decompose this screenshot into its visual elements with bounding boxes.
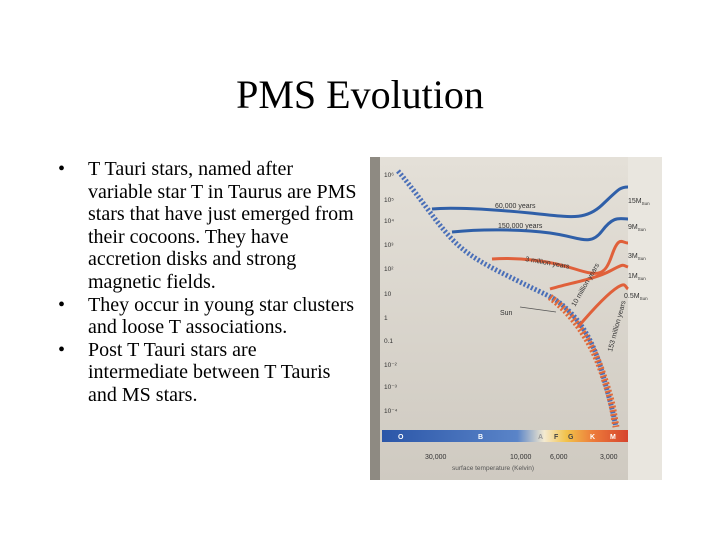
left-edge	[370, 157, 380, 480]
x-tick: 3,000	[600, 454, 618, 461]
spectral-class: M	[610, 434, 616, 441]
mass-label: 3MSun	[628, 253, 646, 261]
x-tick: 6,000	[550, 454, 568, 461]
x-axis-label: surface temperature (Kelvin)	[452, 465, 534, 472]
track-15msun	[431, 185, 629, 219]
spectral-class: F	[554, 434, 559, 441]
bullet-text: T Tauri stars, named after variable star…	[88, 158, 357, 293]
spectral-class: K	[590, 434, 595, 441]
bullet-item: • Post T Tauri stars are intermediate be…	[58, 339, 358, 407]
x-axis-ticks: 30,000 10,000 6,000 3,000	[425, 454, 618, 461]
track-mass-labels: 15MSun 9MSun 3MSun 1MSun 0.5MSun	[624, 198, 650, 301]
y-tick: 10⁻⁴	[384, 408, 398, 415]
slide-title: PMS Evolution	[236, 72, 484, 117]
y-tick: 0.1	[384, 338, 393, 345]
track-05msun	[576, 283, 629, 328]
bullet-dot: •	[58, 158, 66, 180]
main-sequence-lower	[547, 294, 620, 428]
main-sequence-band	[396, 169, 619, 428]
time-label: 150,000 years	[498, 223, 543, 230]
track-3msun	[491, 240, 629, 275]
y-tick: 10²	[384, 266, 394, 273]
spectral-class: G	[568, 434, 574, 441]
spectral-class: O	[398, 434, 404, 441]
bullet-item: • They occur in young star clusters and …	[58, 294, 358, 339]
hr-diagram-figure: 10⁶ 10⁵ 10⁴ 10³ 10² 10 1 0.1 10⁻² 10⁻³ 1…	[370, 157, 662, 480]
x-tick: 10,000	[510, 454, 532, 461]
track-9msun	[451, 217, 629, 242]
mass-label: 9MSun	[628, 224, 646, 232]
bullet-item: • T Tauri stars, named after variable st…	[58, 158, 358, 294]
y-tick: 10³	[384, 242, 394, 249]
right-margin	[628, 157, 662, 480]
y-tick: 1	[384, 315, 388, 322]
bullet-dot: •	[58, 293, 66, 316]
sun-label: Sun	[500, 310, 513, 317]
spectral-class-labels: O B A F G K M	[398, 434, 616, 441]
mass-label: 1MSun	[628, 273, 646, 281]
mass-label: 0.5MSun	[624, 293, 648, 301]
time-label: 60,000 years	[495, 203, 536, 210]
y-tick: 10⁴	[384, 218, 394, 225]
mass-label: 15MSun	[628, 198, 650, 206]
spectral-class: B	[478, 434, 483, 441]
spectral-class-bar	[382, 430, 628, 442]
y-tick: 10⁵	[384, 197, 394, 204]
track-1msun	[549, 263, 629, 291]
y-tick: 10	[384, 291, 392, 298]
bullet-text: Post T Tauri stars are intermediate betw…	[88, 338, 331, 406]
spectral-class: A	[538, 434, 543, 441]
y-tick: 10⁻³	[384, 384, 398, 391]
sun-pointer	[519, 306, 557, 313]
bullet-list: • T Tauri stars, named after variable st…	[58, 158, 358, 407]
hr-diagram-svg: 10⁶ 10⁵ 10⁴ 10³ 10² 10 1 0.1 10⁻² 10⁻³ 1…	[370, 157, 662, 480]
bullet-text: They occur in young star clusters and lo…	[88, 293, 355, 339]
y-tick: 10⁻²	[384, 362, 398, 369]
bullet-dot: •	[58, 338, 66, 361]
y-tick: 10⁶	[384, 172, 394, 179]
x-tick: 30,000	[425, 454, 447, 461]
y-axis-ticks: 10⁶ 10⁵ 10⁴ 10³ 10² 10 1 0.1 10⁻² 10⁻³ 1…	[384, 172, 398, 415]
